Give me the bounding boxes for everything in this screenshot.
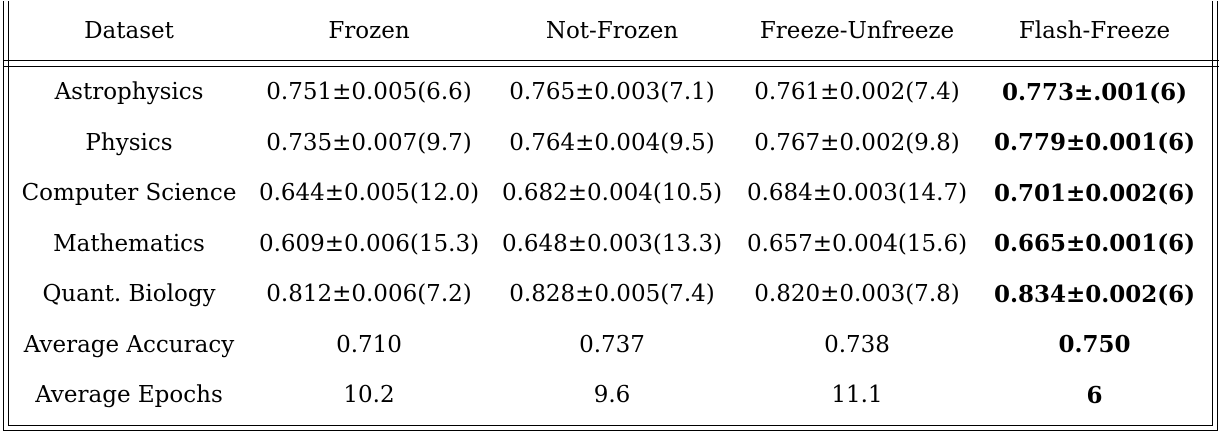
cell-frozen: 0.735±0.007(9.7)	[266, 129, 472, 156]
header-row: Dataset Frozen Not-Frozen Freeze-Unfreez…	[10, 4, 1209, 58]
header-dataset: Dataset	[84, 18, 174, 44]
cell-dataset: Average Accuracy	[23, 331, 235, 358]
cell-frozen: 0.710	[336, 331, 402, 358]
cell-not-frozen: 0.737	[579, 331, 645, 358]
cell-dataset: Computer Science	[21, 180, 237, 207]
cell-flash-freeze: 0.701±0.002(6)	[993, 179, 1196, 207]
cell-flash-freeze: 6	[1086, 381, 1103, 409]
cell-flash-freeze: 0.665±0.001(6)	[993, 230, 1196, 258]
cell-flash-freeze: 0.834±0.002(6)	[993, 280, 1196, 308]
table-body: Astrophysics 0.751±0.005(6.6) 0.765±0.00…	[10, 67, 1209, 421]
cell-frozen: 10.2	[343, 382, 395, 409]
cell-dataset: Astrophysics	[54, 79, 204, 106]
table-inner-border	[8, 1, 1213, 426]
cell-dataset: Average Epochs	[35, 382, 223, 409]
cell-not-frozen: 0.648±0.003(13.3)	[501, 230, 723, 257]
cell-not-frozen: 0.828±0.005(7.4)	[509, 281, 715, 308]
cell-freeze-unfreeze: 0.820±0.003(7.8)	[754, 281, 960, 308]
table-row: Average Epochs 10.2 9.6 11.1 6	[10, 370, 1209, 421]
table-row: Average Accuracy 0.710 0.737 0.738 0.750	[10, 320, 1209, 371]
table-row: Computer Science 0.644±0.005(12.0) 0.682…	[10, 168, 1209, 219]
table-row: Quant. Biology 0.812±0.006(7.2) 0.828±0.…	[10, 269, 1209, 320]
cell-dataset: Quant. Biology	[42, 281, 216, 308]
cell-freeze-unfreeze: 0.738	[824, 331, 890, 358]
cell-dataset: Mathematics	[53, 230, 205, 257]
table-row: Mathematics 0.609±0.006(15.3) 0.648±0.00…	[10, 219, 1209, 270]
cell-not-frozen: 0.682±0.004(10.5)	[501, 180, 723, 207]
cell-freeze-unfreeze: 0.767±0.002(9.8)	[754, 129, 960, 156]
cell-freeze-unfreeze: 0.657±0.004(15.6)	[746, 230, 968, 257]
cell-frozen: 0.644±0.005(12.0)	[258, 180, 480, 207]
cell-freeze-unfreeze: 0.761±0.002(7.4)	[754, 79, 960, 106]
header-rule-top	[3, 60, 1219, 61]
cell-frozen: 0.812±0.006(7.2)	[266, 281, 472, 308]
cell-flash-freeze: 0.773±.001(6)	[1001, 78, 1188, 106]
cell-freeze-unfreeze: 0.684±0.003(14.7)	[746, 180, 968, 207]
header-flash-freeze: Flash-Freeze	[1018, 18, 1171, 44]
header-frozen: Frozen	[328, 18, 410, 44]
cell-not-frozen: 0.764±0.004(9.5)	[509, 129, 715, 156]
table-header: Dataset Frozen Not-Frozen Freeze-Unfreez…	[10, 4, 1209, 58]
header-rule-bottom	[3, 66, 1219, 67]
cell-frozen: 0.609±0.006(15.3)	[258, 230, 480, 257]
cell-frozen: 0.751±0.005(6.6)	[266, 79, 472, 106]
header-not-frozen: Not-Frozen	[545, 18, 679, 44]
header-freeze-unfreeze: Freeze-Unfreeze	[759, 18, 955, 44]
cell-freeze-unfreeze: 11.1	[831, 382, 883, 409]
table-row: Physics 0.735±0.007(9.7) 0.764±0.004(9.5…	[10, 118, 1209, 169]
cell-dataset: Physics	[85, 129, 173, 156]
cell-not-frozen: 9.6	[593, 382, 631, 409]
cell-not-frozen: 0.765±0.003(7.1)	[509, 79, 715, 106]
cell-flash-freeze: 0.779±0.001(6)	[993, 129, 1196, 157]
table-outer-border	[3, 1, 1218, 431]
cell-flash-freeze: 0.750	[1058, 331, 1131, 359]
table-row: Astrophysics 0.751±0.005(6.6) 0.765±0.00…	[10, 67, 1209, 118]
